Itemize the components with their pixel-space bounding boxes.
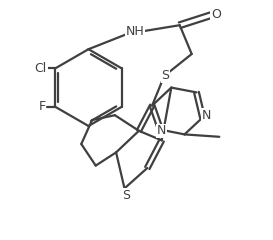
Text: F: F bbox=[38, 100, 46, 113]
Text: O: O bbox=[211, 8, 221, 21]
Text: S: S bbox=[122, 189, 130, 202]
Text: N: N bbox=[157, 124, 166, 137]
Text: NH: NH bbox=[126, 25, 145, 38]
Text: N: N bbox=[202, 109, 212, 122]
Text: S: S bbox=[161, 69, 169, 82]
Text: Cl: Cl bbox=[35, 62, 47, 75]
